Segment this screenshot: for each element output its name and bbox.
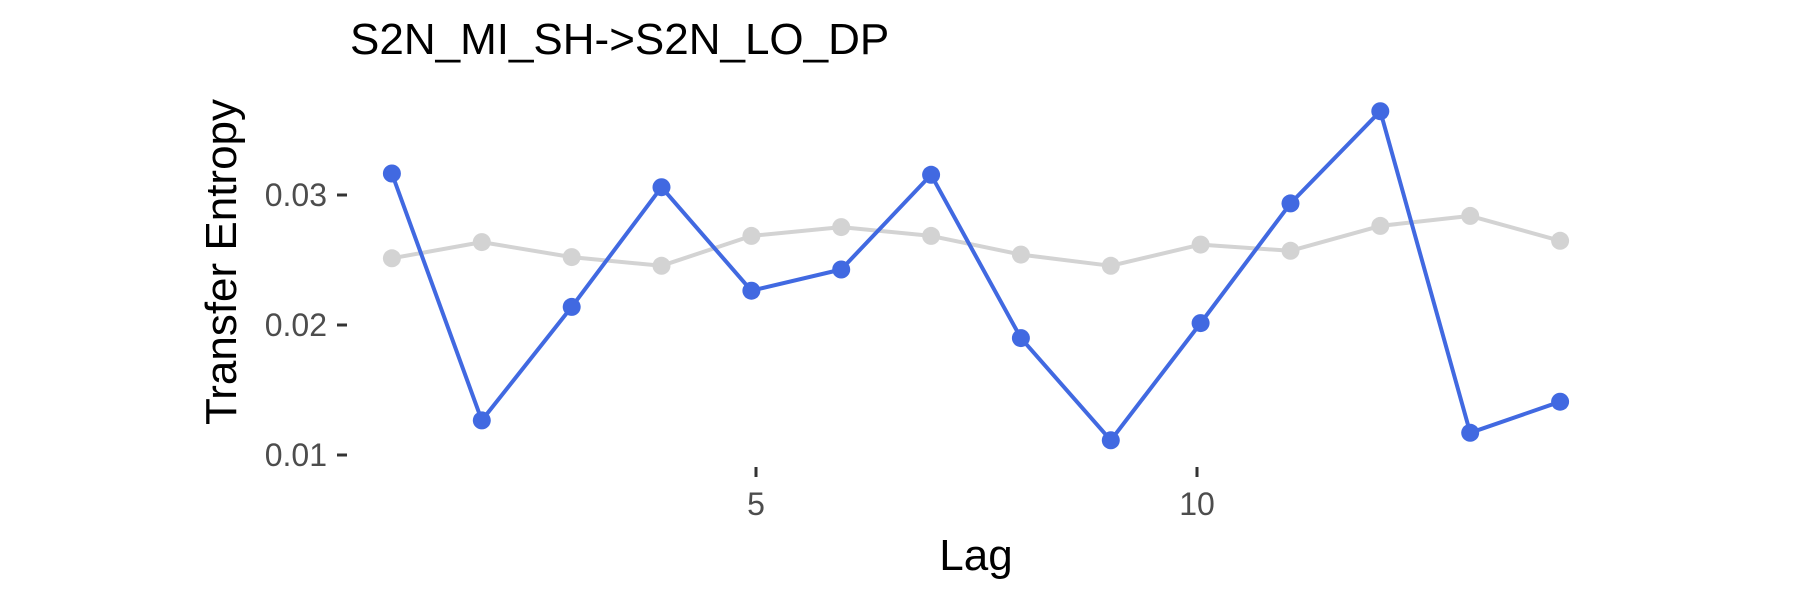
series-1-point-12 — [1371, 216, 1390, 235]
series-2-point-7 — [922, 165, 941, 184]
series-1-point-13 — [1461, 206, 1480, 225]
series-2-point-6 — [832, 260, 851, 279]
series-1-point-3 — [562, 248, 581, 267]
series-2-point-8 — [1011, 329, 1030, 348]
y-tick-label-3: 0.03 — [265, 177, 327, 213]
y-tick-label-1: 0.01 — [265, 437, 327, 473]
series-2-point-2 — [472, 411, 491, 430]
series-1-point-1 — [382, 249, 401, 268]
x-tick-label-2: 10 — [1179, 486, 1215, 522]
y-axis: 0.01 0.02 0.03 — [265, 177, 347, 473]
series-1-point-8 — [1011, 245, 1030, 264]
series-1-point-2 — [472, 233, 491, 252]
series-2-point-9 — [1101, 431, 1120, 450]
series-1-line — [391, 213, 1561, 268]
series-2-point-13 — [1461, 423, 1480, 442]
series-2-point-14 — [1551, 392, 1570, 411]
x-tick-label-1: 5 — [747, 486, 765, 522]
series-2-point-4 — [652, 178, 671, 197]
series-2-point-3 — [562, 297, 581, 316]
series-2-point-11 — [1281, 194, 1300, 213]
series-1-point-5 — [742, 226, 761, 245]
x-axis-title: Lag — [939, 531, 1012, 580]
series-1-point-11 — [1281, 241, 1300, 260]
x-axis: 5 10 — [747, 467, 1215, 522]
series-2-point-10 — [1191, 314, 1210, 333]
series-2-line — [390, 109, 1561, 443]
series-1-point-9 — [1101, 256, 1120, 275]
series-1-point-14 — [1551, 231, 1570, 250]
y-tick-label-2: 0.02 — [265, 307, 327, 343]
series-2-point-1 — [382, 164, 401, 183]
series-1-point-4 — [652, 256, 671, 275]
series-1-point-10 — [1191, 235, 1210, 254]
y-axis-title: Transfer Entropy — [197, 99, 246, 425]
series-1-point-7 — [922, 226, 941, 245]
chart-title: S2N_MI_SH->S2N_LO_DP — [350, 15, 889, 64]
plot-marks — [382, 102, 1570, 450]
series-2-point-12 — [1371, 102, 1390, 121]
series-2-point-5 — [742, 281, 761, 300]
series-1-point-6 — [832, 218, 851, 237]
